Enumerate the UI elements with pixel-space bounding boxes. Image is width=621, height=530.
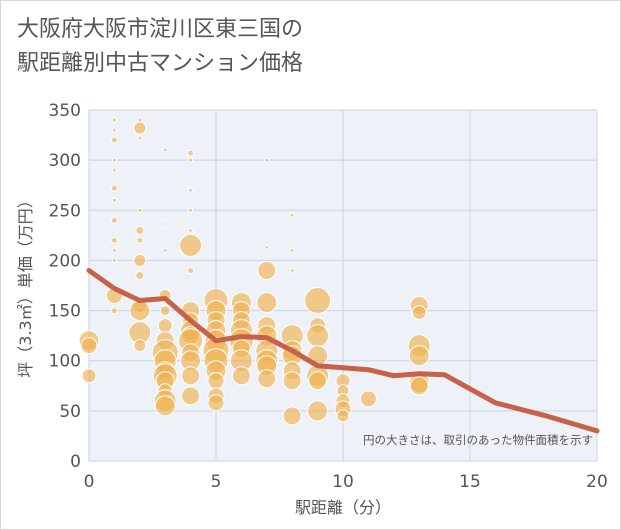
- bubble-point: [133, 253, 147, 267]
- bubble-point: [187, 149, 195, 157]
- x-tick-label: 0: [84, 472, 95, 492]
- y-tick-label: 250: [49, 201, 81, 221]
- bubble-point: [188, 187, 194, 193]
- bubble-point: [110, 236, 118, 244]
- bubble-point: [163, 218, 167, 222]
- bubble-point: [231, 366, 251, 386]
- bubble-point: [154, 395, 176, 417]
- bubble-point: [81, 368, 97, 384]
- bubble-point: [411, 305, 427, 321]
- bubble-point: [181, 386, 201, 406]
- bubble-point: [257, 260, 277, 280]
- bubble-point: [136, 236, 144, 244]
- bubble-size-note: 円の大きさは、取引のあった物件面積を示す: [363, 433, 593, 447]
- bubble-point: [111, 117, 117, 123]
- bubble-point: [307, 400, 329, 422]
- y-tick-label: 300: [49, 151, 81, 171]
- bubble-point: [157, 318, 173, 334]
- bubble-point: [110, 307, 118, 315]
- bubble-point: [188, 157, 194, 163]
- bubble-point: [133, 121, 147, 135]
- bubble-point: [110, 184, 118, 192]
- x-tick-label: 10: [332, 472, 354, 492]
- y-tick-label: 200: [49, 251, 81, 271]
- bubble-point: [207, 394, 225, 412]
- bubble-point: [80, 337, 98, 355]
- bubble-point: [129, 300, 151, 322]
- chart-title-line-1: 大阪府大阪市淀川区東三国の: [17, 17, 304, 42]
- bubble-point: [188, 207, 194, 213]
- bubble-point: [111, 257, 117, 263]
- bubble-point: [111, 127, 117, 133]
- x-tick-label: 15: [459, 472, 481, 492]
- y-axis-label: 坪（3.3㎡）単価（万円）: [16, 192, 35, 377]
- y-axis-ticks: 0 50 100 150 200 250 300 350: [49, 101, 81, 472]
- bubble-point: [306, 324, 330, 348]
- y-tick-label: 50: [59, 402, 81, 422]
- bubble-point: [133, 339, 147, 353]
- bubble-point: [162, 147, 168, 153]
- bubble-point: [264, 157, 270, 163]
- y-tick-label: 100: [49, 352, 81, 372]
- bubble-point: [179, 233, 203, 257]
- x-tick-label: 5: [211, 472, 222, 492]
- bubble-point: [359, 390, 377, 408]
- x-tick-label: 20: [586, 472, 608, 492]
- bubble-point: [111, 157, 117, 163]
- bubble-point: [408, 345, 430, 367]
- bubble-point: [304, 287, 332, 315]
- x-axis-ticks: 0 5 10 15 20: [84, 472, 608, 492]
- y-tick-label: 350: [49, 101, 81, 121]
- bubble-point: [110, 136, 118, 144]
- bubble-point: [137, 135, 143, 141]
- bubble-point: [111, 197, 117, 203]
- trend-line: [86, 268, 600, 434]
- bubble-point: [264, 244, 270, 250]
- y-tick-label: 150: [49, 302, 81, 322]
- bubble-point: [308, 371, 328, 391]
- bubble-point: [256, 292, 278, 314]
- chart-title-line-2: 駅距離別中古マンション価格: [17, 51, 304, 76]
- bubble-point: [257, 369, 277, 389]
- x-axis-label: 駅距離（分）: [295, 498, 391, 517]
- bubble-point: [110, 216, 118, 224]
- bubble-point: [137, 117, 143, 123]
- bubble-point: [289, 247, 295, 253]
- bubble-point: [111, 247, 117, 253]
- bubble-point: [111, 167, 117, 173]
- bubble-point: [409, 376, 429, 396]
- bubble-point: [282, 406, 302, 426]
- bubble-point: [137, 207, 143, 213]
- bubble-point: [282, 371, 302, 391]
- bubble-point: [159, 305, 171, 317]
- bubble-point: [135, 270, 145, 280]
- bubble-point: [289, 267, 295, 273]
- bubble-point: [207, 372, 225, 390]
- y-tick-label: 0: [70, 452, 81, 472]
- bubble-point: [162, 247, 168, 253]
- bubble-point: [188, 227, 194, 233]
- bubble-point: [181, 366, 201, 386]
- bubble-point: [163, 226, 167, 230]
- bubble-point: [289, 212, 295, 218]
- chart-title: 大阪府大阪市淀川区東三国の 駅距離別中古マンション価格: [17, 13, 303, 81]
- bubble-point: [135, 225, 145, 235]
- bubble-point: [187, 266, 195, 274]
- bubble-point: [336, 409, 350, 423]
